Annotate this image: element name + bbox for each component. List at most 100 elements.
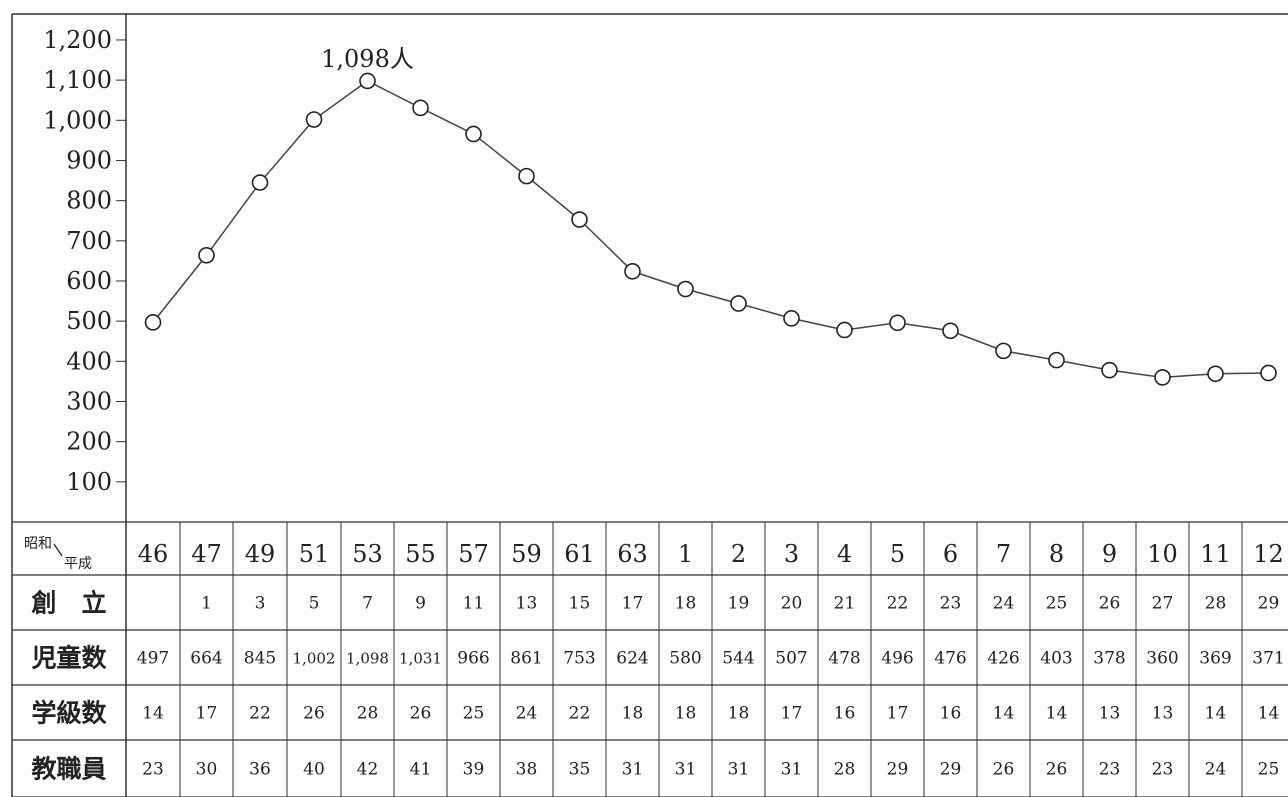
year-cell: 3 <box>784 540 799 568</box>
table-cell: 22 <box>569 704 591 724</box>
data-point <box>889 314 906 332</box>
header-label-bottom: 平成 <box>64 556 92 572</box>
table-cell: 26 <box>1099 594 1121 614</box>
table-cell: 23 <box>1152 760 1174 780</box>
data-point <box>305 111 323 128</box>
table-cell: 18 <box>622 704 644 724</box>
data-point <box>1260 364 1277 382</box>
series-line <box>152 80 1269 379</box>
table-cell: 861 <box>510 649 542 669</box>
table-cell: 497 <box>137 649 169 669</box>
table-cell: 9 <box>415 594 426 614</box>
table-cell: 35 <box>569 760 591 780</box>
table-cell: 36 <box>249 760 271 780</box>
table-cell: 25 <box>1046 594 1068 614</box>
table-cell: 22 <box>249 704 271 724</box>
data-point <box>251 174 269 191</box>
table-cell: 966 <box>457 649 489 669</box>
table-cell: 664 <box>190 649 222 669</box>
table-cell: 17 <box>622 594 644 614</box>
table-cell: 23 <box>1099 760 1121 780</box>
data-point <box>730 295 747 312</box>
table-cell: 26 <box>993 760 1015 780</box>
y-tick-label: 700 <box>66 227 112 255</box>
row-label: 教職員 <box>31 755 106 784</box>
table-cell: 29 <box>940 760 962 780</box>
table-cell: 17 <box>781 704 803 724</box>
y-tick-label: 100 <box>66 468 112 496</box>
table-cell: 42 <box>357 760 379 780</box>
data-point <box>144 314 162 331</box>
data-point <box>198 246 215 264</box>
table-cell: 378 <box>1093 649 1125 669</box>
table-cell: 624 <box>616 649 648 669</box>
table-cell: 23 <box>142 760 164 780</box>
data-point <box>677 280 694 298</box>
y-tick-label: 800 <box>66 187 112 215</box>
table-cell: 1 <box>201 594 212 614</box>
data-point <box>783 310 800 327</box>
table-cell: 507 <box>775 649 807 669</box>
table-cell: 476 <box>934 649 966 669</box>
table-cell: 26 <box>410 704 432 724</box>
table-cell: 478 <box>828 649 860 669</box>
y-tick-label: 500 <box>66 307 112 335</box>
data-point <box>1154 369 1171 386</box>
table-cell: 14 <box>1046 704 1068 724</box>
table-cell: 24 <box>1205 760 1227 780</box>
y-tick-label: 300 <box>66 387 112 415</box>
header-label-top: 昭和 <box>24 536 52 552</box>
peak-annotation: 1,098人 <box>321 45 414 73</box>
table-cell: 544 <box>722 649 754 669</box>
table-cell: 18 <box>675 594 697 614</box>
table-cell: 40 <box>303 760 325 780</box>
table-cell: 17 <box>887 704 909 724</box>
data-point <box>942 322 959 340</box>
table-cell: 1,002 <box>293 650 336 668</box>
table-cell: 25 <box>1258 760 1280 780</box>
table-cell: 13 <box>1152 704 1174 724</box>
table-cell: 26 <box>303 704 325 724</box>
table-cell: 15 <box>569 594 591 614</box>
y-tick-label: 600 <box>66 267 112 295</box>
y-tick-label: 200 <box>66 428 112 456</box>
row-label: 児童数 <box>31 644 107 673</box>
table-cell: 31 <box>781 760 803 780</box>
table-cell: 371 <box>1252 649 1284 669</box>
table-cell: 403 <box>1040 649 1072 669</box>
table-cell: 28 <box>834 760 856 780</box>
year-cell: 6 <box>943 540 958 568</box>
year-cell: 51 <box>299 540 330 568</box>
table-cell: 31 <box>675 760 697 780</box>
table-cell: 25 <box>463 704 485 724</box>
year-cell: 61 <box>564 540 595 568</box>
table-cell: 28 <box>357 704 379 724</box>
table-cell: 5 <box>309 594 320 614</box>
year-cell: 4 <box>837 540 852 568</box>
year-cell: 55 <box>405 540 436 568</box>
y-tick-label: 1,100 <box>43 66 112 94</box>
table-cell: 14 <box>1258 704 1280 724</box>
year-cell: 49 <box>245 540 276 568</box>
year-cell: 8 <box>1049 540 1064 568</box>
table-cell: 1,031 <box>399 650 442 668</box>
year-cell: 5 <box>890 540 905 568</box>
year-cell: 10 <box>1147 540 1178 568</box>
table-cell: 1,098 <box>346 650 389 668</box>
data-point <box>836 321 853 339</box>
row-label: 学級数 <box>31 699 107 728</box>
table-cell: 31 <box>728 760 750 780</box>
row-label: 創 立 <box>31 589 106 618</box>
table-cell: 23 <box>940 594 962 614</box>
data-point <box>1048 351 1065 369</box>
table-cell: 39 <box>463 760 485 780</box>
y-tick-label: 1,200 <box>43 26 112 54</box>
data-point <box>624 263 641 280</box>
table-cell: 496 <box>881 649 913 669</box>
table-cell: 14 <box>993 704 1015 724</box>
year-cell: 12 <box>1253 540 1284 568</box>
year-cell: 1 <box>678 540 693 568</box>
table-cell: 29 <box>1258 594 1280 614</box>
data-point <box>412 99 429 117</box>
table-cell: 16 <box>834 704 856 724</box>
